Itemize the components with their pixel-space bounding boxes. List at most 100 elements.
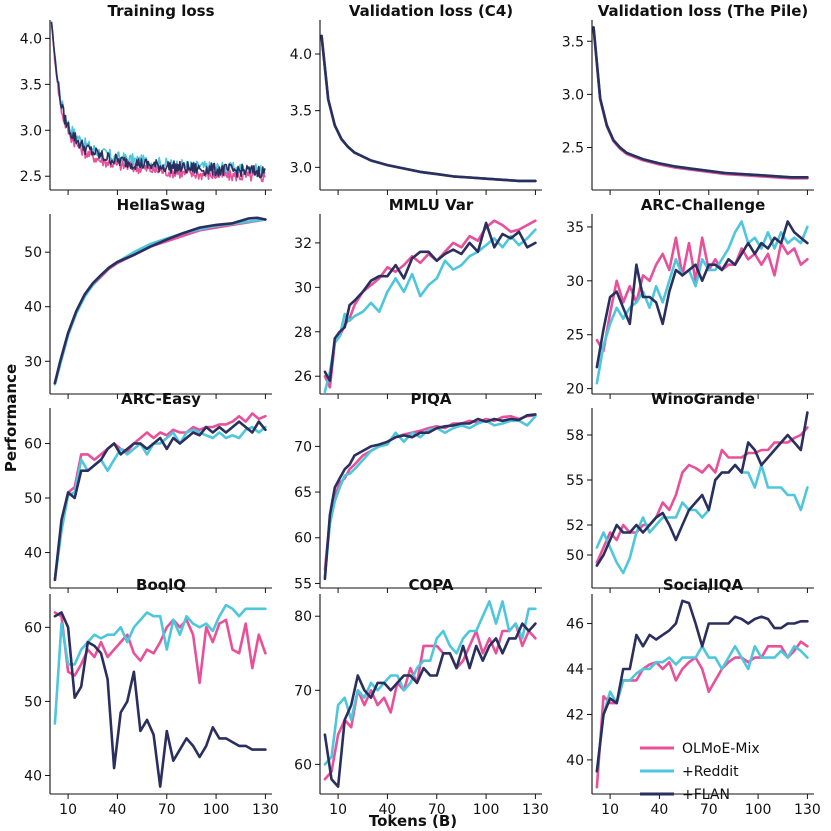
series-line-flan	[595, 411, 809, 567]
y-tick-label: 50	[24, 491, 42, 507]
series-line-flan	[592, 26, 809, 179]
y-tick-label: 44	[566, 662, 584, 678]
legend-item-flan: +FLAN	[640, 787, 730, 803]
series-line-flan	[53, 611, 267, 788]
y-tick-label: 4.0	[290, 47, 312, 63]
y-tick-label: 58	[566, 428, 584, 444]
panel-title: ARC-Challenge	[641, 196, 766, 214]
series-line-olmoe-mix	[53, 412, 267, 582]
legend-label: +Reddit	[682, 764, 739, 780]
series-line-reddit	[53, 425, 267, 582]
y-tick-label: 55	[566, 473, 584, 489]
panel-socialiqa: SocialIQA 40 42 44 46 10 40 70 100 130	[566, 576, 821, 818]
y-tick-label: 28	[294, 325, 312, 341]
y-tick-label: 52	[566, 518, 584, 534]
x-tick-label: 100	[203, 802, 230, 818]
series-line-olmoe-mix	[320, 34, 537, 183]
y-tick-label: 70	[294, 439, 312, 455]
y-tick-label: 30	[294, 280, 312, 296]
series-line-olmoe-mix	[53, 611, 267, 685]
series-line-flan	[323, 622, 537, 788]
y-tick-label: 30	[566, 274, 584, 290]
y-tick-label: 55	[294, 576, 312, 592]
legend: OLMoE-Mix +Reddit +FLAN	[640, 741, 760, 803]
y-tick-label: 4.0	[20, 31, 42, 47]
series-line-olmoe-mix	[323, 622, 537, 781]
series-line-reddit	[323, 600, 537, 766]
legend-item-reddit: +Reddit	[640, 764, 739, 780]
series-line-olmoe-mix	[595, 640, 809, 789]
y-tick-label: 60	[294, 531, 312, 547]
series-line-flan	[323, 221, 537, 383]
y-tick-label: 40	[24, 300, 42, 316]
panel-title: MMLU Var	[389, 196, 474, 214]
panel-hellaswag: HellaSwag 30 40 50	[24, 196, 272, 399]
series-line-reddit	[595, 463, 809, 575]
panel-arc-easy: ARC-Easy 40 50 60	[24, 390, 272, 593]
x-tick-label: 10	[601, 802, 619, 818]
legend-label: +FLAN	[682, 787, 730, 803]
y-tick-label: 40	[24, 546, 42, 562]
y-tick-label: 3.5	[20, 77, 42, 93]
y-tick-label: 35	[566, 220, 584, 236]
y-tick-label: 3.0	[20, 123, 42, 139]
x-tick-label: 10	[329, 802, 347, 818]
series-line-olmoe-mix	[595, 236, 809, 353]
series-line-flan	[320, 34, 537, 183]
y-tick-label: 20	[566, 382, 584, 398]
x-tick-label: 70	[428, 802, 446, 818]
y-tick-label: 30	[24, 354, 42, 370]
series-line-olmoe-mix	[595, 426, 809, 564]
panel-title: Training loss	[107, 2, 214, 20]
y-tick-label: 50	[24, 694, 42, 710]
panel-title: COPA	[409, 576, 454, 594]
y-tick-label: 3.0	[562, 87, 584, 103]
y-tick-label: 40	[566, 753, 584, 769]
panel-mmlu-var: MMLU Var 26 28 30 32	[294, 196, 542, 399]
x-tick-label: 40	[651, 802, 669, 818]
legend-label: OLMoE-Mix	[682, 741, 760, 757]
series-line-olmoe-mix	[50, 24, 266, 183]
x-tick-label: 100	[745, 802, 772, 818]
legend-item-olmoe-mix: OLMoE-Mix	[640, 741, 760, 757]
series-line-reddit	[50, 22, 266, 178]
y-tick-label: 3.5	[290, 104, 312, 120]
x-tick-label: 70	[158, 802, 176, 818]
x-tick-label: 100	[473, 802, 500, 818]
series-line-flan	[50, 21, 266, 179]
series-line-flan	[53, 216, 267, 385]
series-line-flan	[595, 220, 809, 369]
panel-title: WinoGrande	[651, 390, 755, 408]
y-tick-label: 50	[566, 548, 584, 564]
series-line-reddit	[320, 34, 537, 183]
y-tick-label: 60	[24, 620, 42, 636]
panel-title: Validation loss (C4)	[349, 2, 513, 20]
panel-title: PIQA	[411, 390, 452, 408]
series-line-reddit	[53, 603, 267, 725]
x-tick-label: 40	[109, 802, 127, 818]
panel-piqa: PIQA 55 60 65 70	[294, 390, 542, 593]
series-line-olmoe-mix	[53, 218, 267, 385]
y-tick-label: 3.5	[562, 34, 584, 50]
y-tick-label: 65	[294, 485, 312, 501]
y-tick-label: 25	[566, 328, 584, 344]
panel-training-loss: Training loss 2.5 3.0 3.5 4.0	[20, 2, 272, 195]
y-tick-label: 2.5	[20, 169, 42, 185]
panel-title: SocialIQA	[663, 576, 744, 594]
panel-winogrande: WinoGrande 50 52 55 58	[566, 390, 814, 593]
panel-boolq: BoolQ 40 50 60 10 40 70 100 130	[24, 576, 279, 818]
panel-title: HellaSwag	[117, 196, 206, 214]
y-tick-label: 80	[294, 609, 312, 625]
x-tick-label: 40	[379, 802, 397, 818]
y-tick-label: 26	[294, 369, 312, 385]
panel-arc-challenge: ARC-Challenge 20 25 30 35	[566, 196, 814, 399]
y-tick-label: 60	[24, 436, 42, 452]
y-tick-label: 2.5	[562, 141, 584, 157]
series-line-flan	[595, 599, 809, 773]
panel-title: ARC-Easy	[121, 390, 201, 408]
panel-title: Validation loss (The Pile)	[598, 2, 809, 20]
y-tick-label: 60	[294, 757, 312, 773]
series-line-flan	[53, 420, 267, 582]
panels: Training loss 2.5 3.0 3.5 4.0 Validation loss…	[20, 2, 821, 818]
